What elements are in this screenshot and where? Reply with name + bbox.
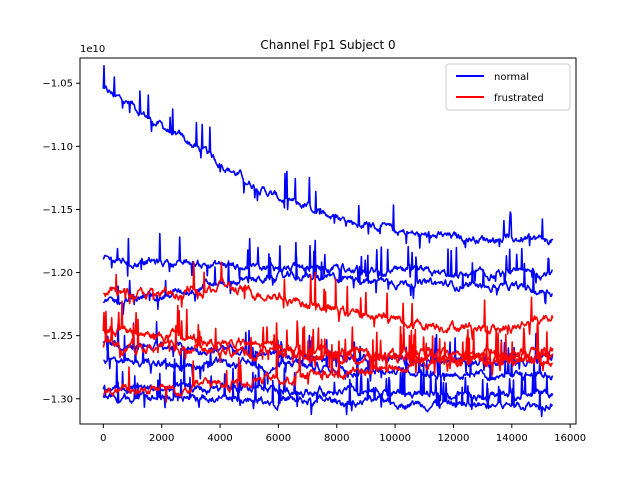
y-tick-label: −1.10 bbox=[42, 142, 73, 153]
series-line-frustrated bbox=[102, 329, 554, 403]
x-tick-label: 12000 bbox=[438, 433, 470, 444]
series-line-normal bbox=[102, 64, 554, 249]
x-tick-label: 14000 bbox=[496, 433, 528, 444]
y-tick-label: −1.30 bbox=[42, 394, 73, 405]
x-axis: 0 2000 4000 6000 8000 10000 12000 14000 16000 bbox=[100, 424, 586, 444]
x-tick-label: 6000 bbox=[266, 433, 291, 444]
y-tick-label: −1.05 bbox=[42, 79, 73, 90]
y-tick-label: −1.20 bbox=[42, 268, 73, 279]
x-tick-label: 8000 bbox=[324, 433, 349, 444]
x-tick-label: 4000 bbox=[207, 433, 232, 444]
series-line-normal bbox=[102, 371, 554, 418]
legend: normal frustrated bbox=[445, 63, 571, 111]
y-tick-label: −1.25 bbox=[42, 331, 73, 342]
x-tick-label: 10000 bbox=[379, 433, 411, 444]
series-line-normal bbox=[103, 334, 554, 388]
legend-label-frustrated: frustrated bbox=[494, 93, 544, 104]
legend-label-normal: normal bbox=[494, 72, 529, 83]
y-tick-label: −1.15 bbox=[42, 205, 73, 216]
plot-area bbox=[79, 57, 577, 425]
series-line-normal bbox=[102, 358, 554, 410]
chart-title: Channel Fp1 Subject 0 bbox=[260, 38, 395, 52]
x-tick-label: 16000 bbox=[554, 433, 586, 444]
x-tick-label: 2000 bbox=[149, 433, 174, 444]
y-axis: −1.05 −1.10 −1.15 −1.20 −1.25 −1.30 bbox=[42, 79, 80, 405]
y-offset-label: 1e10 bbox=[80, 44, 105, 55]
series-line-normal bbox=[102, 245, 553, 316]
series-layer bbox=[102, 64, 554, 418]
axes-frame bbox=[79, 57, 577, 425]
series-line-frustrated bbox=[102, 261, 554, 341]
series-line-normal bbox=[102, 232, 554, 285]
x-tick-label: 0 bbox=[100, 433, 106, 444]
